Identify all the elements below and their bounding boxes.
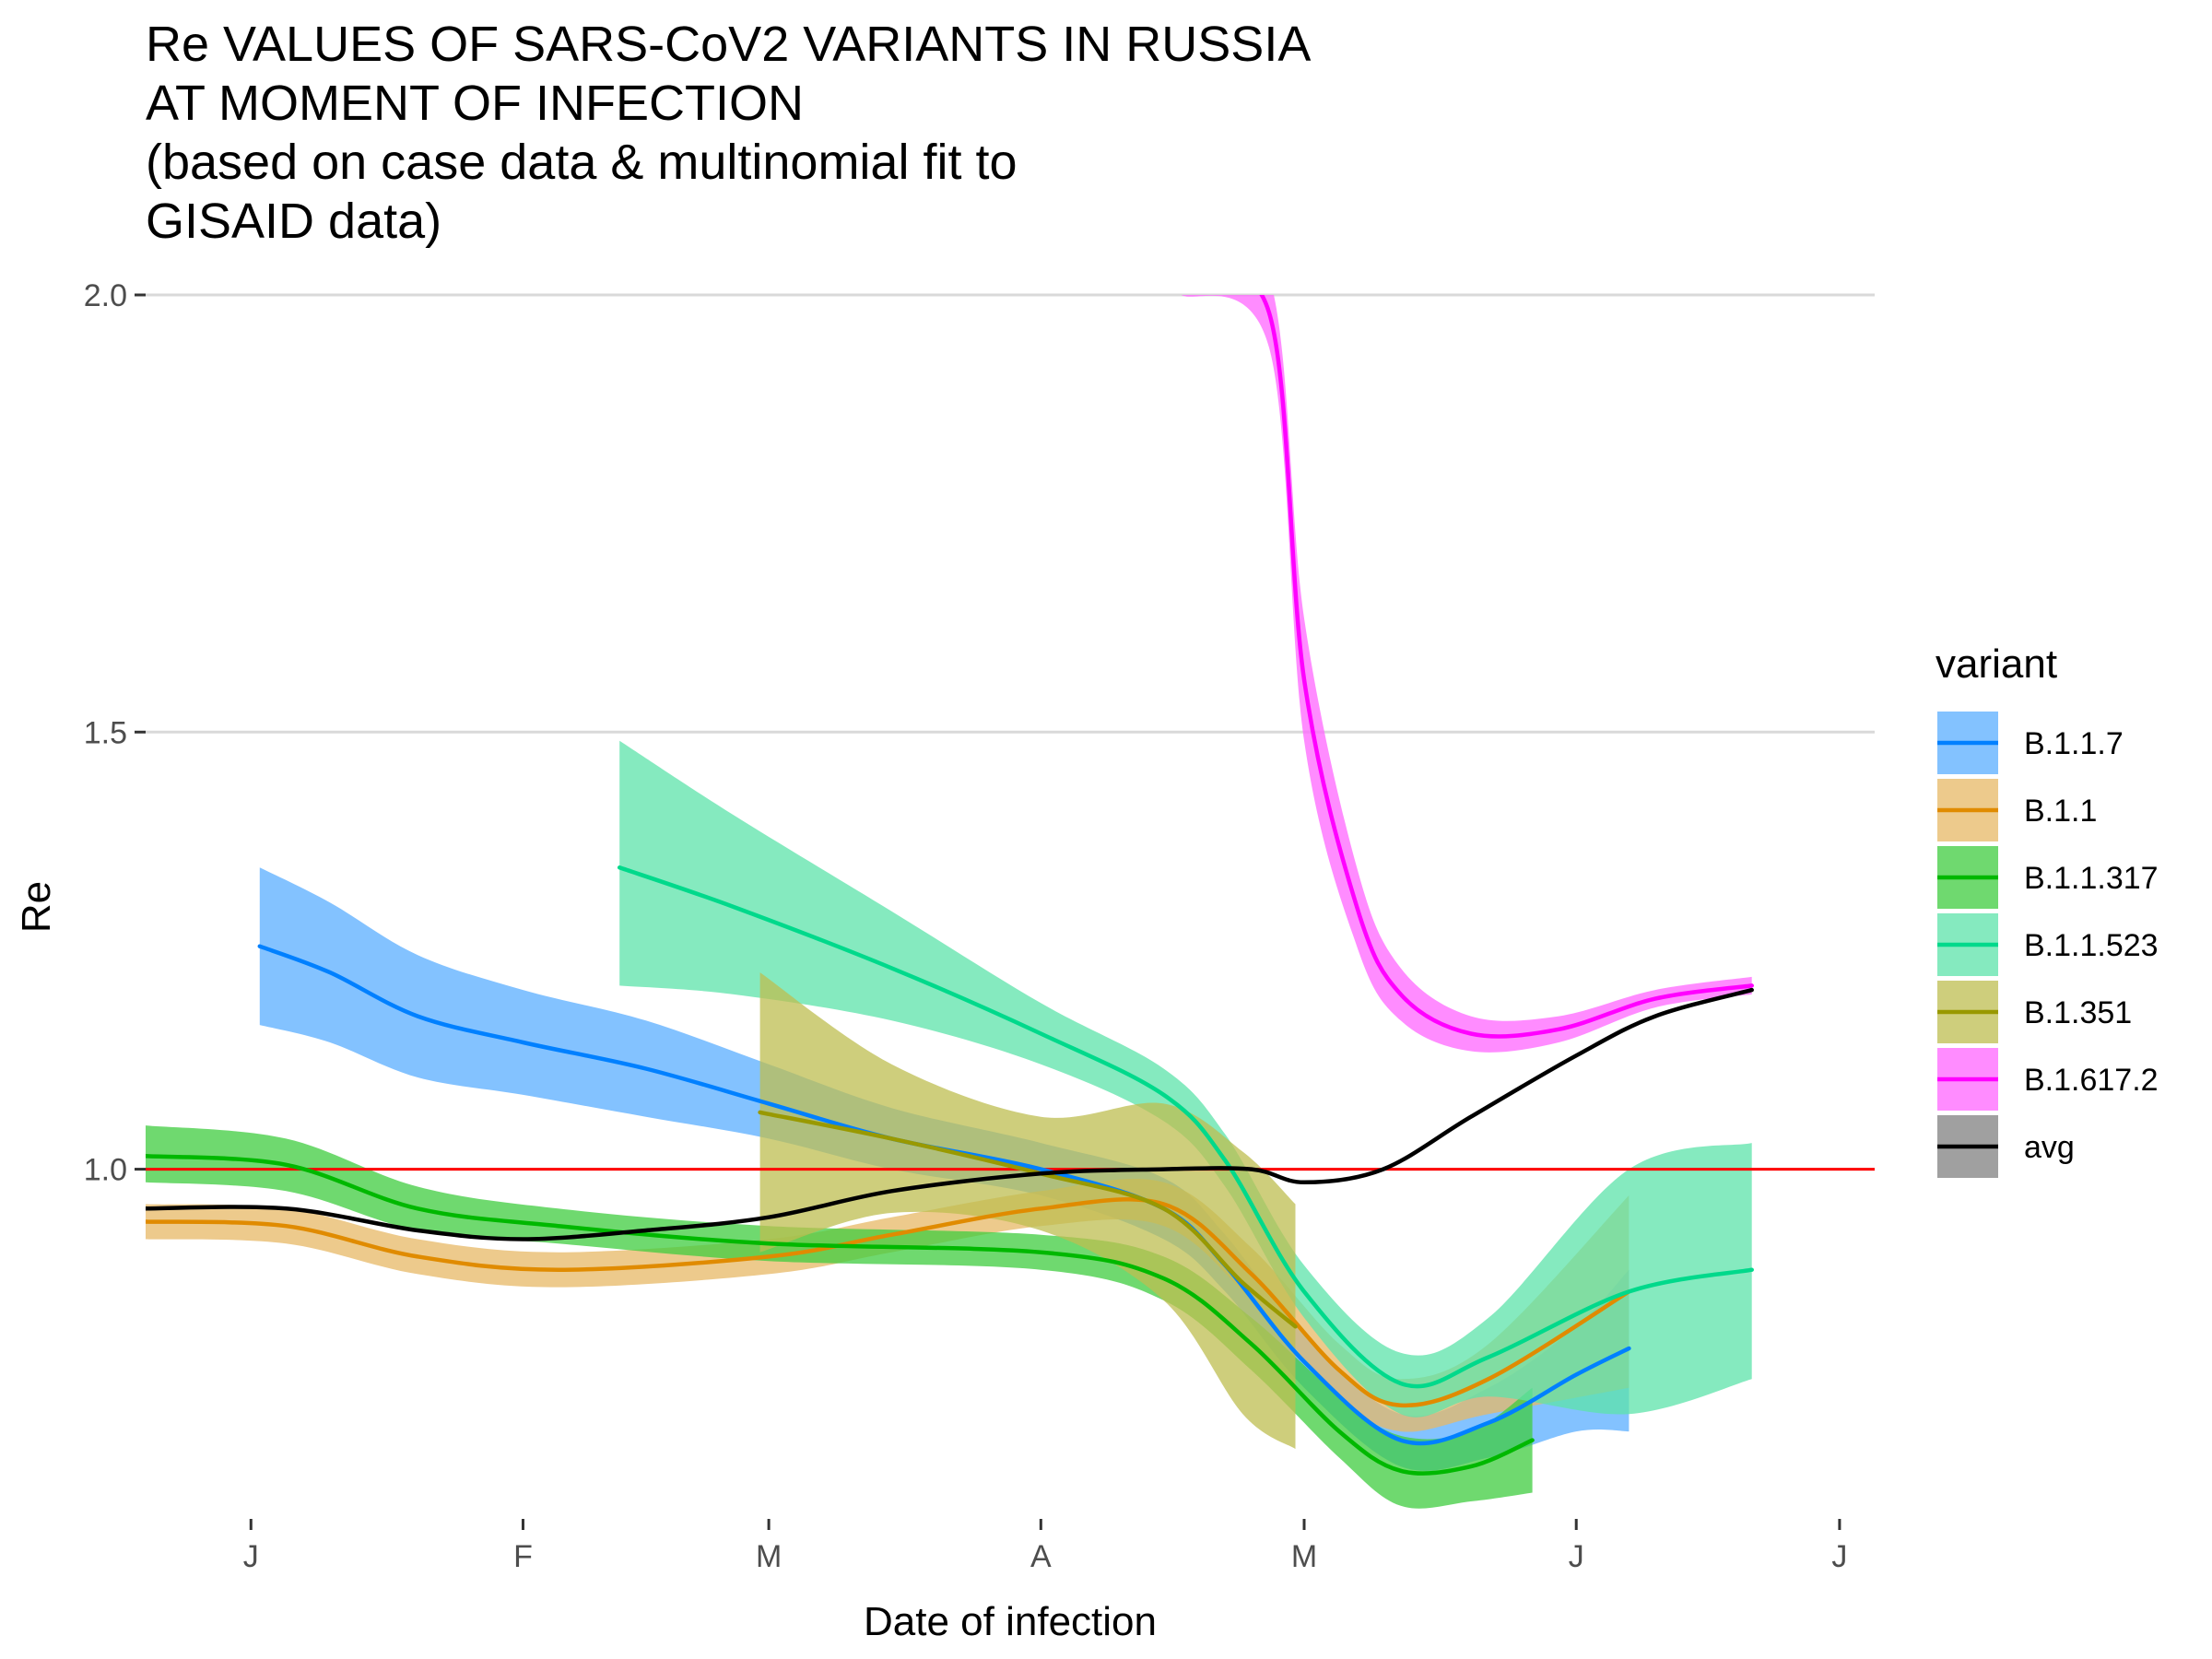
- legend-item-b-1-351: B.1.351: [1937, 981, 2132, 1043]
- legend-label: B.1.351: [2024, 995, 2132, 1030]
- ribbon-b-1-1-523: [619, 740, 1752, 1418]
- legend-label: B.1.1.523: [2024, 928, 2159, 963]
- legend-item-b-1-1-523: B.1.1.523: [1937, 913, 2159, 976]
- line-b-1-1-7: [257, 944, 1631, 1446]
- legend-label: B.1.1: [2024, 794, 2097, 829]
- legend: variant B.1.1.7 B.1.1 B.1.1.317 B.1.1.523 B.1…: [1936, 641, 2159, 1178]
- legend-item-b-1-1-7: B.1.1.7: [1937, 712, 2124, 774]
- legend-item-avg: avg: [1937, 1115, 2075, 1178]
- y-tick-label: 2.0: [84, 278, 127, 313]
- x-tick-label: J: [1569, 1539, 1584, 1574]
- x-tick-label: J: [243, 1539, 259, 1574]
- line-b-1-1: [146, 1197, 1631, 1408]
- y-axis: 1.0 1.5 2.0: [84, 278, 146, 1188]
- y-tick-label: 1.5: [84, 715, 127, 750]
- x-tick-label: M: [756, 1539, 782, 1574]
- ribbons: [146, 295, 1752, 1509]
- ribbon-b-1-617-2: [1181, 295, 1752, 1053]
- line-avg: [146, 987, 1754, 1241]
- x-tick-label: F: [513, 1539, 533, 1574]
- legend-item-b-1-617-2: B.1.617.2: [1937, 1048, 2159, 1111]
- x-axis-title: Date of infection: [864, 1599, 1157, 1644]
- line-b-1-1-523: [617, 865, 1754, 1389]
- x-tick-label: J: [1831, 1539, 1847, 1574]
- legend-label: B.1.1.317: [2024, 861, 2159, 896]
- legend-title: variant: [1936, 641, 2057, 687]
- y-axis-title: Re: [14, 881, 59, 933]
- legend-label: B.1.617.2: [2024, 1063, 2159, 1098]
- legend-item-b-1-1: B.1.1: [1937, 779, 2097, 841]
- line-b-1-617-2: [1259, 295, 1754, 1039]
- x-tick-label: M: [1291, 1539, 1317, 1574]
- x-tick-label: A: [1030, 1539, 1052, 1574]
- chart-title: Re VALUES OF SARS-CoV2 VARIANTS IN RUSSI…: [146, 17, 1312, 249]
- y-tick-label: 1.0: [84, 1153, 127, 1188]
- series-lines: [146, 295, 1754, 1476]
- legend-item-b-1-1-317: B.1.1.317: [1937, 846, 2159, 909]
- legend-label: avg: [2024, 1130, 2075, 1165]
- line-b-1-351: [758, 1110, 1298, 1329]
- ribbon-b-1-1: [146, 1179, 1630, 1432]
- line-b-1-1-317: [146, 1154, 1535, 1476]
- legend-label: B.1.1.7: [2024, 726, 2124, 761]
